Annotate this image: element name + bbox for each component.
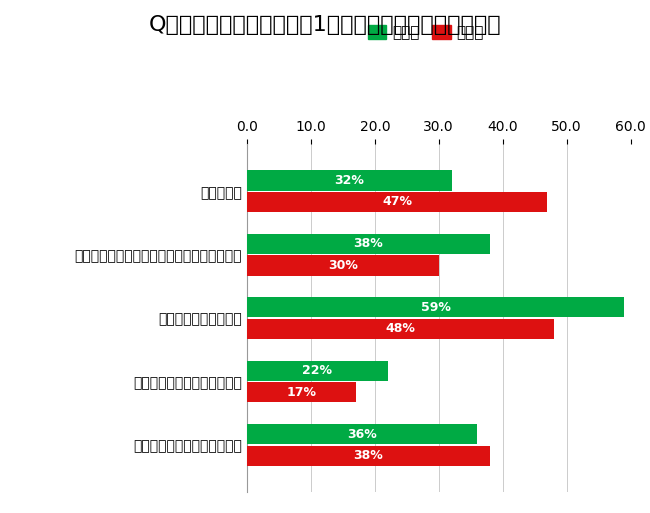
Text: 17%: 17%	[287, 386, 317, 399]
Bar	[247, 446, 490, 466]
Legend: 関東人, 関西人: 関東人, 関西人	[362, 18, 490, 46]
Bar	[247, 424, 477, 444]
Bar	[247, 382, 356, 402]
Text: 38%: 38%	[354, 238, 384, 250]
Bar	[247, 234, 490, 254]
Text: 47%: 47%	[382, 195, 412, 208]
Text: Q．「たこ焼」を「半年に1回以上」食べている場所は？: Q．「たこ焼」を「半年に1回以上」食べている場所は？	[149, 15, 501, 35]
Text: 30%: 30%	[328, 259, 358, 272]
Text: 22%: 22%	[302, 364, 332, 377]
Text: 32%: 32%	[334, 174, 364, 187]
Text: 38%: 38%	[354, 449, 384, 462]
Text: 59%: 59%	[421, 301, 450, 314]
Bar	[247, 170, 452, 190]
Text: 36%: 36%	[347, 428, 377, 441]
Text: 48%: 48%	[385, 322, 415, 336]
Bar	[247, 361, 387, 381]
Bar	[247, 297, 624, 318]
Bar	[247, 319, 554, 339]
Bar	[247, 192, 547, 212]
Bar	[247, 255, 439, 275]
